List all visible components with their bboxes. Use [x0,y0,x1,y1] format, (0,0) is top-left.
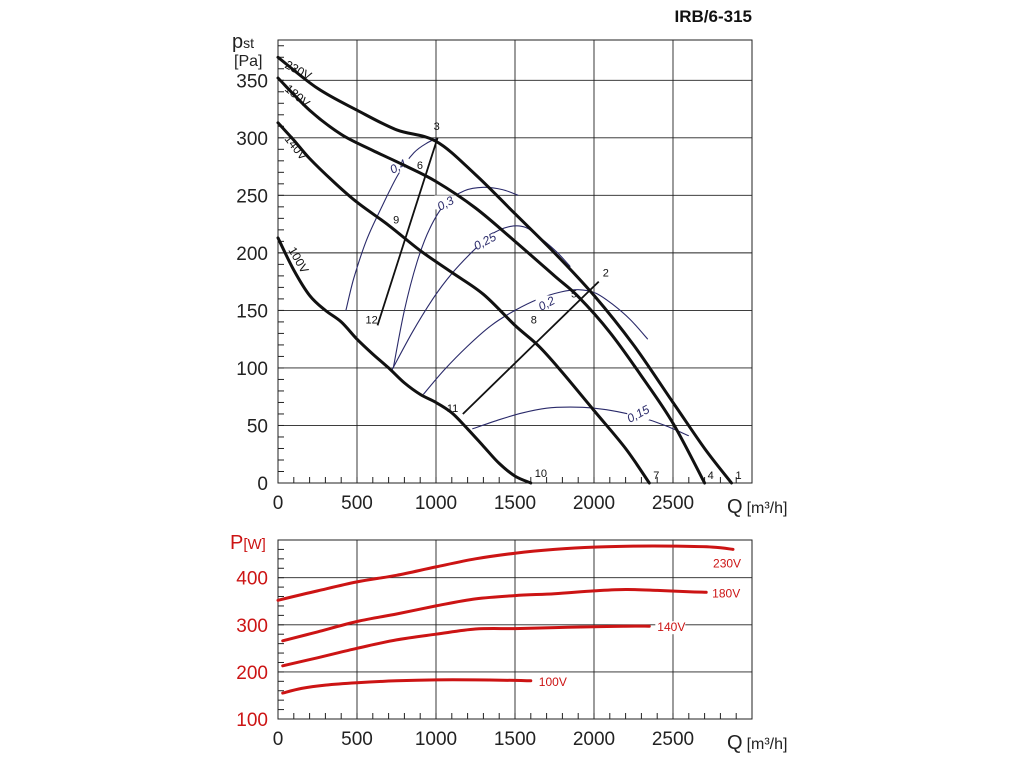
system-line [376,137,439,326]
power-curve-label: 180V [712,586,740,600]
pressure-grid [277,39,753,484]
efficiency-curves: 0,40,30,250,20,15 [345,138,690,437]
y-tick-label: 300 [236,129,268,150]
power-curve-label: 100V [539,675,567,689]
operating-point-label: 2 [603,268,609,280]
power-curve [281,624,651,668]
x-tick-label: 500 [341,493,373,514]
power-curve-label: 230V [713,556,741,570]
operating-point-label: 6 [417,160,423,172]
y-tick-label: 100 [236,359,268,380]
power-label-bg [536,675,567,689]
y-tick-label: 0 [257,474,268,495]
power-chart: 230V 180V 140V 100V 0 500 1000 1500 2000 2500 10… [230,532,787,754]
pressure-curve [276,55,733,485]
operating-point-label: 3 [434,121,440,133]
x-tick-label: 0 [273,493,284,514]
pressure-curve-label: 230V [283,58,314,84]
pressure-x-label: Q [m³/h] [727,496,787,518]
power-curve [276,544,735,602]
pressure-curve [276,236,533,485]
power-series: 230V 180V 140V 100V [276,544,742,695]
power-x-tick-labels: 0 500 1000 1500 2000 2500 [273,729,694,750]
y-tick-label: 350 [236,71,268,92]
system-line [462,280,600,415]
y-tick-label: 300 [236,616,268,637]
operating-point-label: 5 [571,288,577,300]
y-tick-label: 50 [247,416,268,437]
operating-point-label: 8 [531,314,537,326]
x-tick-label: 500 [341,729,373,750]
efficiency-curve [345,138,437,311]
y-tick-label: 200 [236,663,268,684]
x-tick-label: 1500 [494,493,536,514]
x-tick-label: 2500 [652,729,694,750]
efficiency-label-bg [627,405,650,420]
x-tick-label: 1000 [415,729,457,750]
pressure-y-label: pst [232,31,254,53]
y-tick-label: 100 [236,710,268,731]
power-x-label: Q [m³/h] [727,732,787,754]
power-label-bg [711,557,742,571]
pressure-x-tick-labels: 0 500 1000 1500 2000 2500 [273,493,694,514]
efficiency-label: 0,25 [471,230,498,253]
system-lines [376,137,600,415]
pressure-curve [276,121,651,485]
x-tick-label: 0 [273,729,284,750]
y-tick-label: 200 [236,244,268,265]
efficiency-curve [472,406,690,437]
pressure-curve [276,76,707,485]
x-tick-label: 2000 [573,493,615,514]
efficiency-label: 0,15 [625,402,652,425]
operating-point-label: 11 [447,403,458,415]
operating-point-label: 1 [735,470,741,482]
x-tick-label: 1000 [415,493,457,514]
power-y-tick-labels: 100 200 300 400 [236,569,268,731]
pressure-curve-label: 140V [282,132,310,163]
y-tick-label: 250 [236,186,268,207]
operating-point-label: 4 [708,470,714,482]
pressure-y-unit: [Pa] [234,53,262,70]
pressure-curve-label: 180V [282,82,312,111]
efficiency-label-bg [473,233,496,248]
power-y-label: P[W] [230,532,266,554]
chart-title: IRB/6-315 [675,7,752,26]
pressure-y-tick-labels: 0 50 100 150 200 250 300 350 [236,71,268,495]
efficiency-label-bg [387,158,410,173]
efficiency-label-bg [434,195,457,210]
operating-point-label: 7 [653,470,659,482]
efficiency-curve [392,186,519,369]
power-curve [281,678,533,695]
power-curve [281,587,708,643]
operating-point-label: 9 [393,214,399,226]
power-label-bg [655,621,686,635]
power-label-bg [710,587,741,601]
y-tick-label: 150 [236,301,268,322]
x-tick-label: 2000 [573,729,615,750]
x-tick-label: 2500 [652,493,694,514]
efficiency-label-bg [535,295,558,310]
operating-point-label: 10 [535,468,547,480]
y-tick-label: 400 [236,569,268,590]
efficiency-curve [422,289,649,395]
power-curve-label: 140V [657,620,685,634]
x-tick-label: 1500 [494,729,536,750]
operating-point-label: 12 [366,314,378,326]
